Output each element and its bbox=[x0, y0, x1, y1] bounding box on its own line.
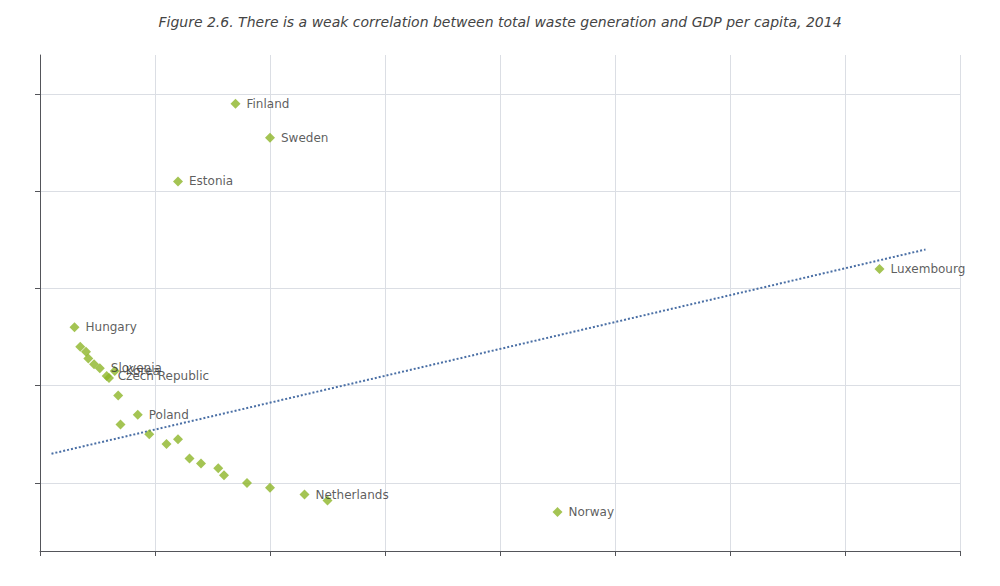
svg-text:Finland: Finland bbox=[247, 97, 290, 111]
svg-text:Estonia: Estonia bbox=[189, 174, 233, 188]
svg-text:Norway: Norway bbox=[569, 505, 615, 519]
svg-text:Figure 2.6. There is a weak co: Figure 2.6. There is a weak correlation … bbox=[158, 14, 841, 30]
svg-text:Luxembourg: Luxembourg bbox=[891, 262, 966, 276]
svg-text:Poland: Poland bbox=[149, 408, 189, 422]
svg-text:Hungary: Hungary bbox=[86, 320, 137, 334]
svg-text:Netherlands: Netherlands bbox=[316, 488, 389, 502]
svg-text:Czech Republic: Czech Republic bbox=[118, 369, 209, 383]
svg-text:Sweden: Sweden bbox=[281, 131, 328, 145]
